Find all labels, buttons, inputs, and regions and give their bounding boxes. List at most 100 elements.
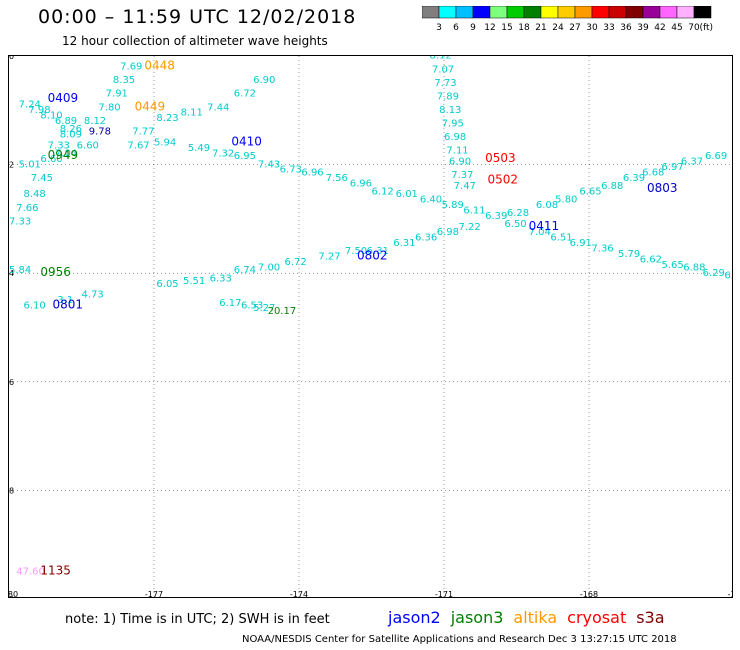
wave-height-label: 7.04 [55, 148, 77, 159]
wave-height-label: 7.95 [442, 119, 464, 130]
color-swatch [574, 6, 593, 19]
satellite-legend: jason2 jason3 altika cryosat s3a [388, 608, 675, 627]
color-scale-tick: 18 [518, 23, 530, 33]
color-swatch [523, 6, 542, 19]
wave-height-label: 6.95 [234, 151, 256, 162]
wave-height-label: 8.35 [113, 75, 135, 86]
color-swatch [591, 6, 610, 19]
wave-height-label: 6.36 [415, 233, 437, 244]
pass-time-label: 0411 [529, 219, 560, 233]
wave-height-label: 6.10 [24, 300, 46, 311]
color-swatch [506, 6, 525, 19]
wave-height-label: 8.11 [181, 108, 203, 119]
chart-subtitle: 12 hour collection of altimeter wave hei… [62, 34, 328, 48]
color-swatch [489, 6, 508, 19]
footer-credit: NOAA/NESDIS Center for Satellite Applica… [242, 634, 677, 645]
wave-height-label: 6.18 [724, 271, 733, 282]
pass-time-label: 0802 [357, 249, 388, 263]
color-scale-tick: 6 [453, 23, 459, 33]
wave-height-label: 7.91 [106, 89, 128, 100]
wave-height-label: 6.37 [681, 157, 703, 168]
pass-time-label: 0410 [231, 135, 262, 149]
wave-height-label: 6.62 [640, 254, 662, 265]
color-scale-tick: 30 [586, 23, 598, 33]
wave-height-label: 6.05 [156, 279, 178, 290]
wave-height-label: 6.98 [444, 132, 466, 143]
wave-height-label: 7.24 [19, 100, 41, 111]
wave-height-label: 7.43 [258, 159, 280, 170]
wave-height-label: 6.08 [536, 200, 558, 211]
wave-height-label: 6.50 [504, 219, 526, 230]
wave-height-label: 6.88 [601, 181, 623, 192]
wave-height-label: 5.84 [9, 265, 31, 276]
wave-height-label: 9.78 [89, 127, 111, 138]
wave-height-label: 6.01 [396, 189, 418, 200]
wave-height-label: 7.27 [318, 252, 340, 263]
wave-height-label: 7.45 [31, 173, 53, 184]
wave-height-label: 5.65 [662, 260, 684, 271]
wave-height-label: 8.09 [60, 129, 82, 140]
lon-label: -174 [290, 590, 308, 598]
lat-label: -60 [8, 55, 14, 61]
wave-height-label: 7.37 [451, 170, 473, 181]
lat-label: -62 [8, 161, 14, 170]
wave-height-label: 6.17 [219, 298, 241, 309]
color-swatch [557, 6, 576, 19]
lon-label: -16 [727, 590, 733, 598]
satellite-legend-item: jason3 [450, 608, 504, 627]
wave-height-label: 5.94 [154, 138, 176, 149]
satellite-legend-item: jason2 [388, 608, 441, 627]
wave-height-label: 6.91 [570, 238, 592, 249]
wave-height-label: 5.79 [618, 249, 640, 260]
pass-time-label: 0502 [488, 173, 519, 187]
color-swatch [625, 6, 644, 19]
color-scale-tick: 15 [501, 23, 512, 33]
wave-height-label: 6.65 [579, 186, 601, 197]
wave-height-label: 8.12 [430, 55, 452, 62]
color-scale-unit: (ft) [699, 23, 713, 33]
wave-height-label: 7.44 [207, 102, 229, 113]
color-scale-tick: 45 [671, 23, 682, 33]
color-scale-tick: 12 [484, 23, 495, 33]
pass-time-label: 0956 [40, 265, 71, 279]
lon-label: -171 [435, 590, 453, 598]
wave-height-label: 6.68 [642, 167, 664, 178]
wave-height-label: 7.66 [16, 203, 38, 214]
wave-height-label: 5.80 [555, 195, 577, 206]
color-scale-tick: 33 [603, 23, 614, 33]
wave-height-label: 7.69 [120, 62, 142, 73]
wave-height-label: 6.00 [732, 146, 733, 157]
wave-height-label: 6.72 [234, 89, 256, 100]
pass-time-label: 0409 [48, 91, 79, 105]
wave-height-label: 6.29 [703, 268, 725, 279]
wave-height-label: 8.48 [24, 189, 46, 200]
wave-height-label: 20.17 [268, 306, 297, 317]
wave-height-label: 8.13 [439, 105, 461, 116]
wave-height-label: 8.12 [84, 116, 106, 127]
wave-height-label: 5.89 [442, 200, 464, 211]
color-swatch [608, 6, 627, 19]
color-swatch [540, 6, 559, 19]
wave-height-label: 7.04 [529, 227, 551, 238]
wave-height-label: 4.73 [82, 290, 104, 301]
wave-height-label: 6.74 [234, 265, 256, 276]
wave-height-label: 6.33 [210, 273, 232, 284]
wave-height-label: 7.33 [48, 140, 70, 151]
wave-height-label: 6.39 [485, 211, 507, 222]
color-scale-tick: 36 [620, 23, 632, 33]
color-swatch [472, 6, 491, 19]
chart-title: 00:00 – 11:59 UTC 12/02/2018 [38, 6, 357, 28]
lon-label: -168 [580, 590, 598, 598]
wave-height-label: 7.89 [437, 91, 459, 102]
units-note: note: 1) Time is in UTC; 2) SWH is in fe… [65, 612, 330, 627]
wave-height-label: 6.96 [301, 167, 323, 178]
wave-height-label: 6.39 [623, 173, 645, 184]
wave-height-label: 6.60 [77, 140, 99, 151]
wave-height-label: 7.11 [446, 146, 468, 157]
pass-time-label: 1135 [40, 564, 71, 578]
color-scale-tick: 3 [436, 23, 442, 33]
lat-label: -64 [8, 269, 14, 278]
wave-height-label: 7.80 [98, 102, 120, 113]
color-scale-tick: 27 [569, 23, 580, 33]
wave-height-map: -60 -62 -64 -66 -68 -70-180 -177 -174 -171 -168 -1… [8, 55, 733, 598]
